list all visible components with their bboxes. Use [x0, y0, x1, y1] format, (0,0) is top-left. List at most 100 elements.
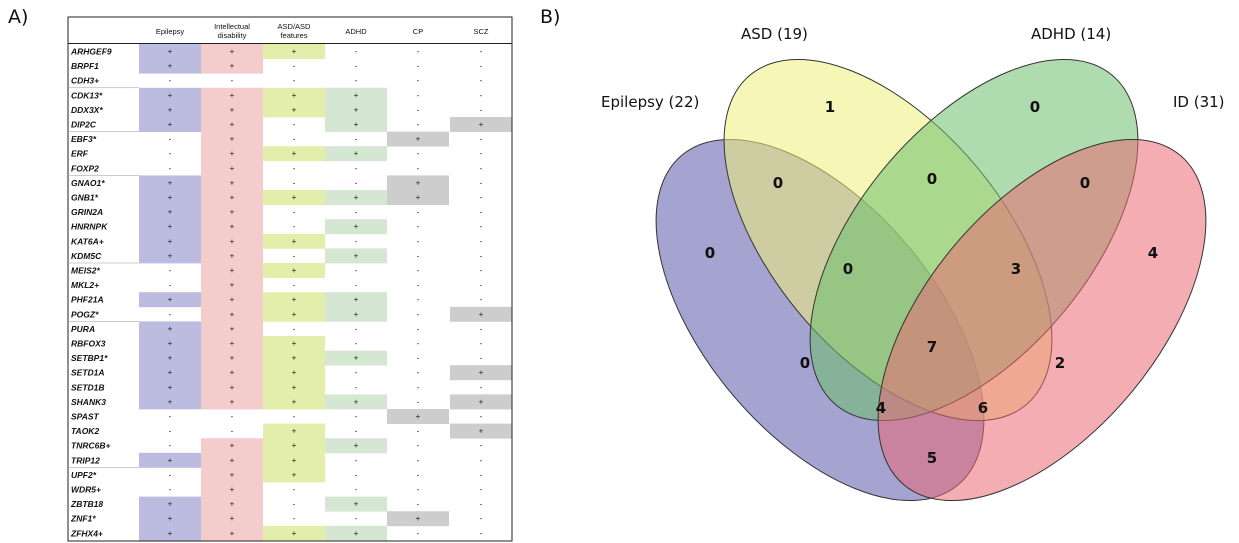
table-cell: - [355, 208, 358, 217]
table-cell: - [355, 514, 358, 523]
table-cell: + [230, 529, 235, 538]
table-cell: - [417, 281, 420, 290]
table-cell: + [230, 470, 235, 479]
cell-highlight [263, 292, 325, 308]
table-cell: - [293, 412, 296, 421]
table-cell: - [480, 339, 483, 348]
table-cell: + [168, 324, 173, 333]
table-cell: - [417, 295, 420, 304]
cell-highlight [201, 58, 263, 74]
column-header: Intellectual [214, 22, 250, 31]
table-cell: - [169, 485, 172, 494]
table-cell: - [169, 441, 172, 450]
table-cell: + [292, 470, 297, 479]
cell-highlight [139, 175, 201, 191]
cell-highlight [201, 102, 263, 118]
venn-count-all-four: 7 [927, 338, 937, 356]
gene-name: UPF2* [71, 470, 97, 480]
table-cell: - [480, 281, 483, 290]
table-cell: - [169, 427, 172, 436]
venn-count-asd-only: 1 [825, 98, 835, 116]
venn-label-adhd: ADHD (14) [1031, 25, 1111, 43]
table-cell: + [230, 208, 235, 217]
cell-highlight [325, 438, 387, 454]
cell-highlight [139, 248, 201, 264]
table-cell: + [416, 193, 421, 202]
table-cell: - [417, 47, 420, 56]
cell-highlight [325, 496, 387, 512]
gene-name: TAOK2 [71, 426, 99, 436]
cell-highlight [201, 511, 263, 527]
table-cell: - [480, 149, 483, 158]
table-cell: + [354, 120, 359, 129]
cell-highlight [201, 146, 263, 162]
cell-highlight [139, 321, 201, 337]
cell-highlight [201, 306, 263, 322]
venn-count-epilepsy-adhd: 0 [800, 354, 810, 372]
table-cell: - [231, 427, 234, 436]
cell-highlight [201, 452, 263, 468]
table-cell: - [480, 135, 483, 144]
gene-name: GRIN2A [71, 207, 103, 217]
gene-name: HNRNPK [71, 222, 108, 232]
gene-name: ERF [71, 149, 89, 159]
cell-highlight [325, 350, 387, 366]
table-cell: + [292, 456, 297, 465]
table-cell: - [355, 470, 358, 479]
table-cell: - [417, 441, 420, 450]
cell-highlight [201, 44, 263, 59]
table-cell: - [417, 470, 420, 479]
cell-highlight [263, 467, 325, 483]
cell-highlight [201, 204, 263, 220]
table-cell: - [293, 514, 296, 523]
table-cell: - [480, 383, 483, 392]
gene-name: CDH3+ [71, 76, 99, 86]
table-cell: + [230, 295, 235, 304]
cell-highlight [139, 379, 201, 395]
table-cell: - [293, 324, 296, 333]
table-cell: - [480, 456, 483, 465]
table-cell: - [417, 529, 420, 538]
table-cell: + [292, 339, 297, 348]
table-cell: + [168, 178, 173, 187]
table-cell: + [292, 368, 297, 377]
gene-name: SETD1B [71, 382, 105, 392]
table-cell: - [417, 222, 420, 231]
gene-name: SETBP1* [71, 353, 108, 363]
table-cell: + [230, 135, 235, 144]
table-cell: - [417, 368, 420, 377]
gene-name: DIP2C [71, 120, 97, 130]
cell-highlight [325, 146, 387, 162]
cell-highlight [263, 44, 325, 59]
table-cell: - [355, 76, 358, 85]
table-cell: - [293, 222, 296, 231]
table-cell: - [480, 178, 483, 187]
table-cell: - [293, 135, 296, 144]
table-cell: + [292, 383, 297, 392]
table-cell: - [417, 266, 420, 275]
table-cell: - [417, 208, 420, 217]
table-cell: + [230, 149, 235, 158]
cell-highlight [201, 160, 263, 176]
cell-highlight [201, 175, 263, 191]
table-cell: - [293, 76, 296, 85]
cell-highlight [263, 263, 325, 278]
table-cell: - [417, 339, 420, 348]
gene-name: BRPF1 [71, 61, 99, 71]
table-cell: - [355, 164, 358, 173]
table-cell: - [293, 62, 296, 71]
cell-highlight [263, 525, 325, 541]
cell-highlight [263, 306, 325, 322]
table-cell: - [355, 47, 358, 56]
cell-highlight [139, 496, 201, 512]
column-header: ADHD [345, 27, 367, 36]
table-cell: + [230, 178, 235, 187]
table-cell: + [354, 222, 359, 231]
table-cell: + [168, 62, 173, 71]
cell-highlight [201, 117, 263, 132]
cell-highlight [201, 365, 263, 381]
table-cell: + [230, 500, 235, 509]
table-cell: + [292, 441, 297, 450]
cell-highlight [139, 452, 201, 468]
gene-name: TNRC6B+ [71, 441, 110, 451]
